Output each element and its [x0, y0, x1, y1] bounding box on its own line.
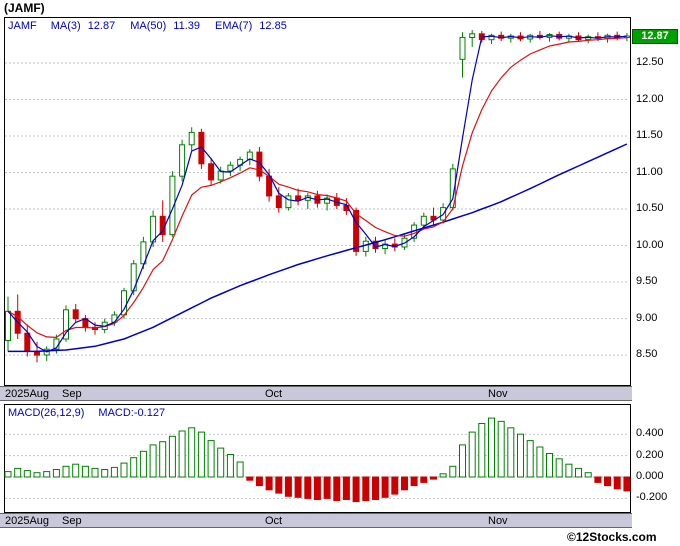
- month-label: Oct: [265, 388, 283, 400]
- price-tick-label: 12.50: [636, 56, 664, 68]
- macd-params-label: MACD(26,12,9): [8, 407, 85, 419]
- price-tick-label: 12.00: [636, 93, 664, 105]
- price-tick-label: 9.50: [636, 275, 658, 287]
- legend-ema7-value: 12.85: [259, 20, 287, 32]
- legend-ma3-label: MA(3): [50, 20, 81, 32]
- price-chart-panel: [4, 17, 631, 386]
- price-tick-label: 10.00: [636, 239, 664, 251]
- price-tick-label: 10.50: [636, 202, 664, 214]
- macd-tick-label: 0.400: [636, 427, 664, 439]
- month-label: Oct: [265, 515, 283, 527]
- price-tick-label: 8.50: [636, 348, 658, 360]
- legend-ma50-label: MA(50): [130, 20, 167, 32]
- page-title: (JAMF): [4, 1, 45, 15]
- macd-tick-label: 0.200: [636, 449, 664, 461]
- legend-ma50-value: 11.39: [173, 20, 200, 32]
- month-label: Nov: [488, 515, 508, 527]
- date-axis-top: 2025Aug Sep Oct Nov: [0, 386, 632, 401]
- legend-symbol: JAMF: [8, 20, 37, 32]
- month-label: Nov: [488, 388, 508, 400]
- copyright-label: ©12Stocks.com: [567, 530, 657, 544]
- price-tick-label: 11.00: [636, 166, 663, 178]
- date-axis-bottom: 2025Aug Sep Oct Nov: [0, 513, 632, 528]
- macd-legend: MACD(26,12,9) MACD:-0.127: [8, 407, 179, 419]
- price-tick-label: 9.00: [636, 312, 658, 324]
- macd-tick-label: -0.200: [636, 491, 668, 503]
- macd-tick-label: 0.000: [636, 470, 664, 482]
- legend-ema7-label: EMA(7): [215, 20, 253, 32]
- main-chart-legend: JAMF MA(3) 12.87 MA(50) 11.39 EMA(7) 12.85: [8, 20, 302, 32]
- month-label: 2025Aug: [5, 388, 50, 400]
- price-tick-label: 11.50: [636, 129, 663, 141]
- macd-chart-panel: [4, 404, 631, 513]
- current-price-badge: 12.87: [632, 29, 678, 44]
- macd-value-label: MACD:-0.127: [98, 407, 166, 419]
- month-label: Sep: [62, 515, 82, 527]
- month-label: 2025Aug: [5, 515, 50, 527]
- legend-ma3-value: 12.87: [87, 20, 116, 32]
- month-label: Sep: [62, 388, 82, 400]
